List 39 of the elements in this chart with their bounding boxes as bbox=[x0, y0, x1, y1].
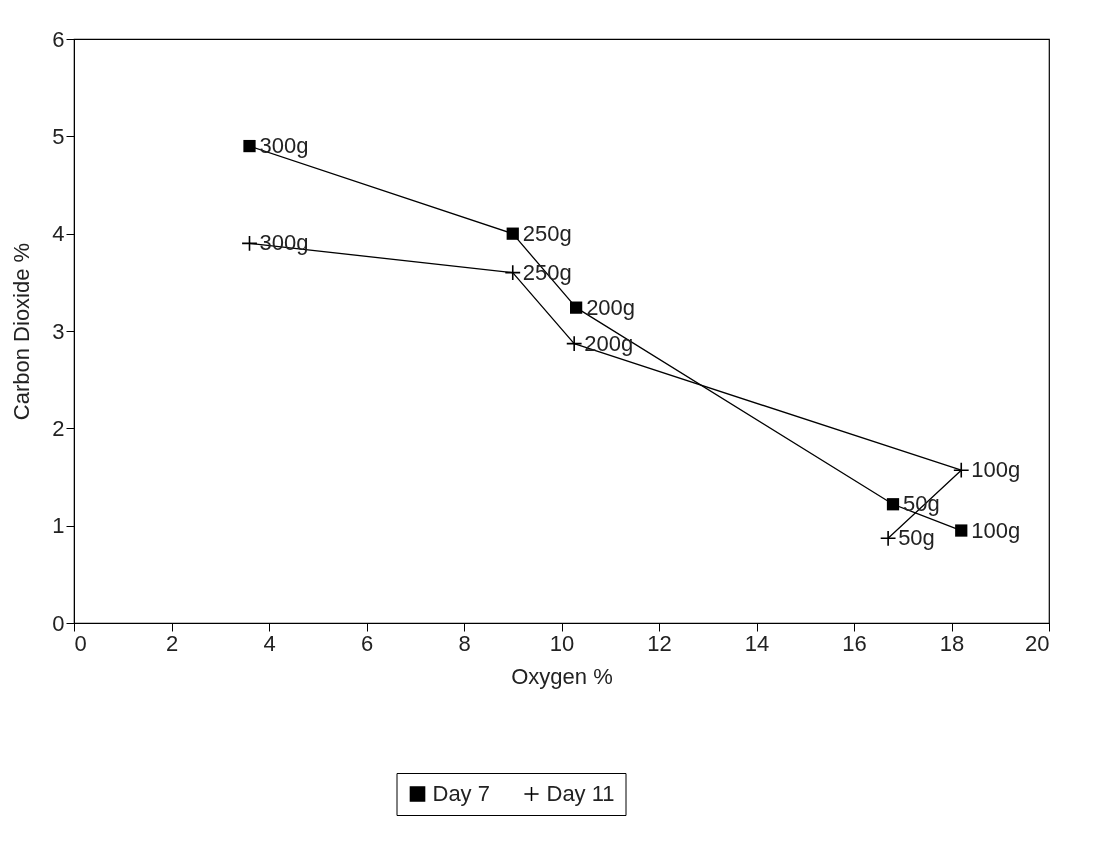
y-axis-title: Carbon Dioxide % bbox=[9, 242, 35, 421]
y-tick-label: 4 bbox=[52, 221, 65, 247]
annotation: 250g bbox=[522, 220, 572, 246]
legend-label: Day 7 bbox=[432, 781, 490, 806]
y-tick-label: 2 bbox=[52, 415, 65, 441]
x-tick-label: 2 bbox=[165, 630, 179, 656]
annotation: 50g bbox=[898, 525, 935, 551]
x-tick-label: 10 bbox=[549, 630, 575, 656]
x-tick-label: 16 bbox=[842, 630, 867, 656]
y-tick-label: 3 bbox=[52, 318, 65, 344]
annotation: 100g bbox=[971, 517, 1021, 543]
point bbox=[565, 335, 583, 352]
y-tick-label: 1 bbox=[52, 513, 65, 539]
x-tick-label: 0 bbox=[74, 630, 87, 656]
point bbox=[953, 461, 970, 479]
x-tick-label: 20 bbox=[1025, 630, 1050, 656]
y-tick-label: 6 bbox=[52, 26, 65, 52]
x-tick-label: 8 bbox=[458, 630, 471, 656]
x-axis-title: Oxygen % bbox=[511, 663, 613, 689]
point bbox=[243, 139, 256, 153]
point bbox=[955, 524, 968, 537]
point bbox=[879, 530, 897, 547]
y-tick-label: 0 bbox=[52, 610, 65, 636]
annotation: 300g bbox=[259, 133, 309, 159]
annotation: 100g bbox=[971, 457, 1021, 483]
legend-label: Day 11 bbox=[546, 781, 615, 806]
x-tick-label: 4 bbox=[263, 630, 276, 656]
y-tick-label: 5 bbox=[52, 123, 65, 149]
x-tick-label: 6 bbox=[360, 630, 374, 656]
x-tick-label: 14 bbox=[744, 630, 770, 656]
annotation: 200g bbox=[586, 294, 636, 320]
point bbox=[506, 227, 519, 240]
x-tick-label: 12 bbox=[647, 630, 672, 656]
point bbox=[886, 498, 900, 511]
x-tick-label: 18 bbox=[939, 630, 965, 656]
point bbox=[241, 235, 258, 252]
point bbox=[570, 301, 583, 314]
annotation: 200g bbox=[584, 330, 634, 356]
point bbox=[504, 264, 521, 281]
